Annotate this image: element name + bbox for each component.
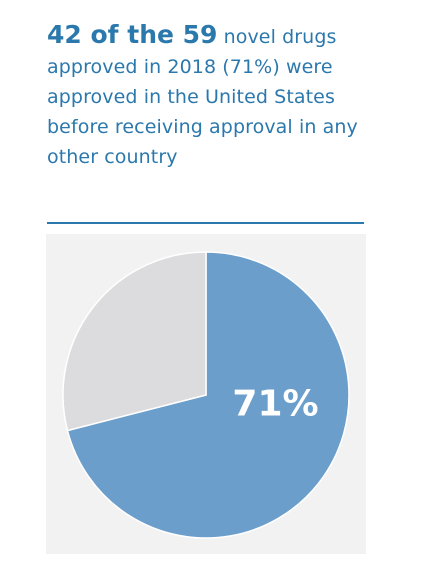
pie-slice-1 — [62, 251, 207, 432]
pie-slices — [62, 251, 350, 539]
pie-labels: 71% — [232, 384, 318, 425]
pie-slice-label-0: 71% — [232, 384, 318, 425]
headline-bold-count: 42 of the 59 — [47, 20, 218, 49]
pie-slice-0 — [66, 251, 350, 539]
headline: 42 of the 59 novel drugs approved in 201… — [47, 20, 397, 172]
headline-text: novel drugs approved in 2018 (71%) were … — [47, 26, 358, 168]
divider-line — [47, 222, 364, 224]
